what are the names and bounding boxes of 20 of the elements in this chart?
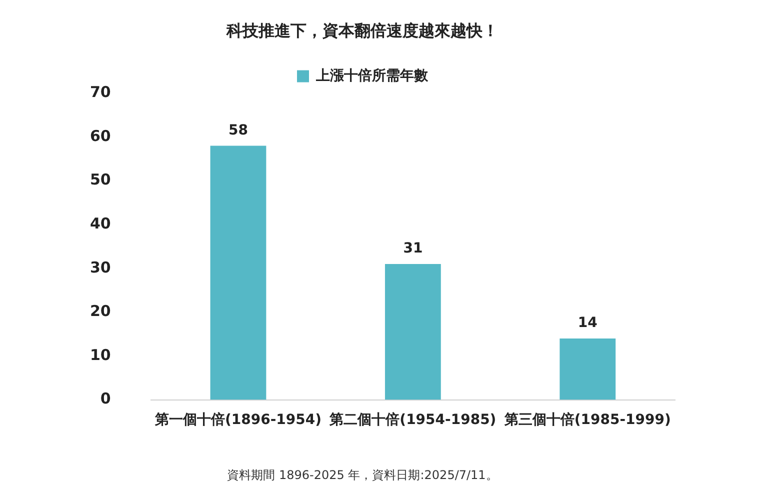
y-tick-label: 70: [90, 83, 111, 102]
text: 資料期間 1896-2025 年，資料日期:2025/7/11。: [227, 468, 498, 482]
y-tick-label: 50: [90, 170, 111, 189]
bar: [560, 338, 616, 400]
x-tick-label: 第二個十倍(1954-1985): [328, 410, 496, 428]
y-tick-label: 20: [90, 302, 111, 320]
x-tick-label: 第三個十倍(1985-1999): [503, 410, 671, 428]
data-label: 14: [578, 315, 598, 332]
y-tick-label: 30: [90, 258, 111, 276]
y-tick-label: 10: [90, 346, 111, 364]
legend-label: 上漲十倍所需年數: [315, 66, 429, 84]
bar: [384, 264, 441, 400]
chart-title: 科技推進下，資本翻倍速度越來越快！: [226, 20, 498, 40]
y-tick-label: 40: [90, 214, 111, 232]
y-tick-label: 60: [90, 126, 111, 145]
bar: [210, 146, 266, 400]
data-label: 58: [228, 122, 248, 138]
x-tick-label: 第一個十倍(1896-1954): [154, 410, 322, 428]
y-tick-label: 0: [100, 390, 111, 408]
data-label: 31: [403, 240, 423, 257]
